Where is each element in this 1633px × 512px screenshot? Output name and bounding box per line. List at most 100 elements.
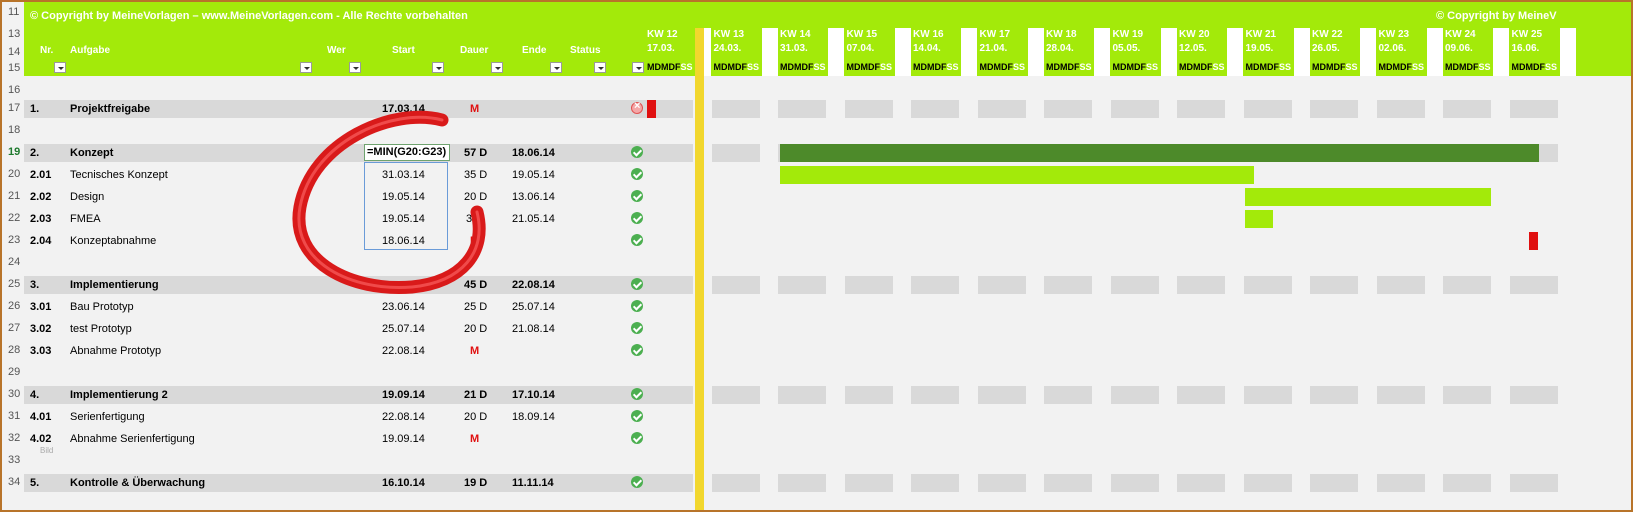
task-dauer[interactable]: 25 D xyxy=(464,301,488,313)
table-row[interactable]: 3.01 Bau Prototyp 23.06.14 25 D 25.07.14 xyxy=(24,296,1631,318)
table-row[interactable]: 2.04 Konzeptabnahme 18.06.14 M xyxy=(24,230,1631,252)
task-dauer[interactable]: 19 D xyxy=(464,477,488,489)
task-ende[interactable]: 22.08.14 xyxy=(512,279,555,291)
row-number[interactable]: 29 xyxy=(8,366,21,378)
filter-aufgabe-button[interactable] xyxy=(300,62,312,73)
row-number[interactable]: 13 xyxy=(8,28,21,40)
task-dauer[interactable]: 35 D xyxy=(464,169,488,181)
task-nr[interactable]: 2.03 xyxy=(30,213,52,225)
task-nr[interactable]: 4.02 xyxy=(30,433,52,445)
task-nr[interactable]: 3.01 xyxy=(30,301,52,313)
task-start[interactable]: 23.06.14 xyxy=(382,301,425,313)
row-number[interactable]: 16 xyxy=(8,84,21,96)
row-number[interactable]: 15 xyxy=(8,62,21,74)
table-row[interactable]: 2.03 FMEA 19.05.14 3 D 21.05.14 xyxy=(24,208,1631,230)
task-nr[interactable]: 2.01 xyxy=(30,169,52,181)
table-row[interactable]: 4.01 Serienfertigung 22.08.14 20 D 18.09.14 xyxy=(24,406,1631,428)
task-name[interactable]: Konzeptabnahme xyxy=(70,235,157,247)
cell-selection[interactable] xyxy=(364,162,448,250)
table-row[interactable]: 2.01 Tecnisches Konzept 31.03.14 35 D 19.05.… xyxy=(24,164,1631,186)
task-ende[interactable]: 21.05.14 xyxy=(512,213,555,225)
table-row[interactable]: 1. Projektfreigabe 17.03.14 M xyxy=(24,98,1631,120)
filter-flag-button[interactable] xyxy=(632,62,644,73)
table-row[interactable]: 5. Kontrolle & Überwachung 16.10.14 19 D 11.… xyxy=(24,472,1631,494)
row-number[interactable]: 19 xyxy=(8,146,21,158)
task-dauer[interactable]: M xyxy=(470,433,480,445)
milestone-marker[interactable] xyxy=(647,100,656,118)
task-bar[interactable] xyxy=(780,166,1254,184)
task-ende[interactable]: 25.07.14 xyxy=(512,301,555,313)
task-dauer[interactable]: 20 D xyxy=(464,323,488,335)
task-start[interactable]: 19.05.14 xyxy=(382,213,425,225)
task-dauer[interactable]: 57 D xyxy=(464,147,488,159)
row-number[interactable]: 32 xyxy=(8,432,21,444)
row-number[interactable]: 34 xyxy=(8,476,21,488)
row-number[interactable]: 25 xyxy=(8,278,21,290)
task-ende[interactable]: 21.08.14 xyxy=(512,323,555,335)
task-dauer[interactable]: 45 D xyxy=(464,279,488,291)
task-ende[interactable]: 11.11.14 xyxy=(512,477,554,489)
task-name[interactable]: Tecnisches Konzept xyxy=(70,169,168,181)
task-dauer[interactable]: 20 D xyxy=(464,411,488,423)
table-row[interactable]: 3.03 Abnahme Prototyp 22.08.14 M xyxy=(24,340,1631,362)
task-start[interactable]: 18.06.14 xyxy=(382,235,425,247)
filter-start-button[interactable] xyxy=(432,62,444,73)
task-name[interactable]: Abnahme Prototyp xyxy=(70,345,162,357)
task-name[interactable]: Abnahme Serienfertigung xyxy=(70,433,195,445)
row-number[interactable]: 33 xyxy=(8,454,21,466)
filter-wer-button[interactable] xyxy=(349,62,361,73)
row-number[interactable]: 21 xyxy=(8,190,21,202)
task-nr[interactable]: 3.02 xyxy=(30,323,52,335)
task-nr[interactable]: 2. xyxy=(30,147,40,159)
row-number[interactable]: 17 xyxy=(8,102,21,114)
task-start[interactable]: 19.09.14 xyxy=(382,389,425,401)
task-ende[interactable]: 18.09.14 xyxy=(512,411,555,423)
row-number[interactable]: 23 xyxy=(8,234,21,246)
task-nr[interactable]: 3.03 xyxy=(30,345,52,357)
task-nr[interactable]: 2.02 xyxy=(30,191,52,203)
task-dauer[interactable]: M xyxy=(470,345,480,357)
formula-cell[interactable]: =MIN(G20:G23) xyxy=(364,144,450,161)
task-nr[interactable]: 4.01 xyxy=(30,411,52,423)
summary-bar[interactable] xyxy=(780,144,1539,162)
row-number[interactable]: 26 xyxy=(8,300,21,312)
task-name[interactable]: Serienfertigung xyxy=(70,411,145,423)
task-start[interactable]: 25.07.14 xyxy=(382,323,425,335)
filter-status-button[interactable] xyxy=(594,62,606,73)
task-dauer[interactable]: M xyxy=(470,103,480,115)
table-row[interactable]: 2.02 Design 19.05.14 20 D 13.06.14 xyxy=(24,186,1631,208)
row-number[interactable]: 31 xyxy=(8,410,21,422)
task-name[interactable]: Implementierung 2 xyxy=(70,389,168,401)
task-start[interactable]: 16.10.14 xyxy=(382,477,425,489)
task-bar[interactable] xyxy=(1245,188,1491,206)
task-start[interactable]: 22.08.14 xyxy=(382,411,425,423)
task-nr[interactable]: 4. xyxy=(30,389,40,401)
filter-dauer-button[interactable] xyxy=(491,62,503,73)
task-dauer[interactable]: 21 D xyxy=(464,389,488,401)
task-start[interactable]: 19.09.14 xyxy=(382,433,425,445)
task-nr[interactable]: 3. xyxy=(30,279,40,291)
task-ende[interactable]: 13.06.14 xyxy=(512,191,555,203)
row-number[interactable]: 22 xyxy=(8,212,21,224)
milestone-marker[interactable] xyxy=(1529,232,1538,250)
task-nr[interactable]: 1. xyxy=(30,103,40,115)
table-row[interactable]: 3.02 test Prototyp 25.07.14 20 D 21.08.14 xyxy=(24,318,1631,340)
task-name[interactable]: Implementierung xyxy=(70,279,159,291)
task-name[interactable]: Bau Prototyp xyxy=(70,301,134,313)
task-dauer[interactable]: 20 D xyxy=(464,191,488,203)
task-start[interactable]: 19.05.14 xyxy=(382,191,425,203)
row-number[interactable]: 11 xyxy=(8,6,20,18)
row-number[interactable]: 28 xyxy=(8,344,21,356)
filter-ende-button[interactable] xyxy=(550,62,562,73)
filter-nr-button[interactable] xyxy=(54,62,66,73)
task-name[interactable]: Kontrolle & Überwachung xyxy=(70,477,206,489)
row-number[interactable]: 27 xyxy=(8,322,21,334)
task-name[interactable]: FMEA xyxy=(70,213,101,225)
row-number[interactable]: 18 xyxy=(8,124,21,136)
row-number[interactable]: 20 xyxy=(8,168,21,180)
task-name[interactable]: test Prototyp xyxy=(70,323,132,335)
row-number[interactable]: 14 xyxy=(8,46,21,58)
task-nr[interactable]: 5. xyxy=(30,477,40,489)
task-ende[interactable]: 17.10.14 xyxy=(512,389,555,401)
task-start[interactable]: 22.08.14 xyxy=(382,345,425,357)
